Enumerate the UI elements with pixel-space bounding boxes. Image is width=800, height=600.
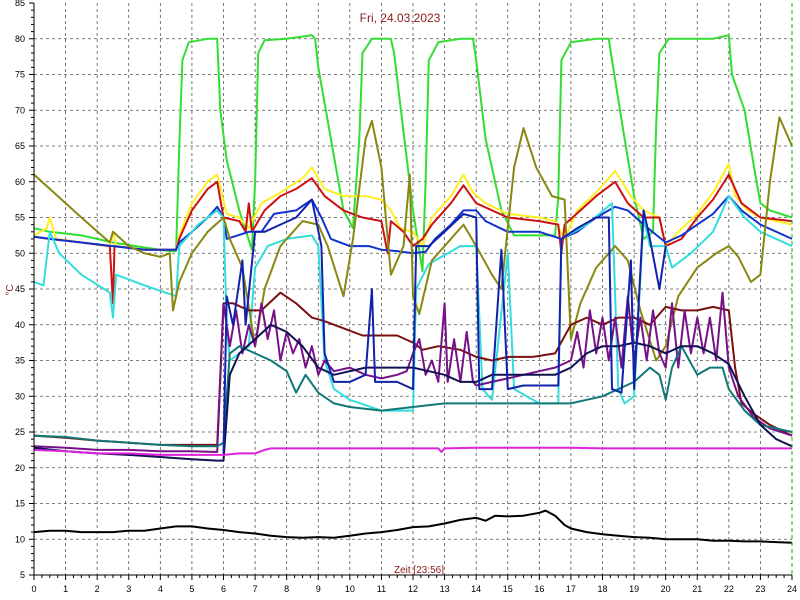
grid [34,3,792,575]
chart-title: Fri, 24.03.2023 [360,11,441,25]
x-tick-label-19: 19 [629,584,639,594]
y-tick-label-6: 35 [15,356,25,366]
x-tick-label-20: 20 [661,584,671,594]
y-tick-label-10: 55 [15,213,25,223]
x-tick-label-22: 22 [724,584,734,594]
x-tick-label-4: 4 [158,584,163,594]
x-axis-label: Zeit [23:56] [394,565,444,576]
x-tick-label-5: 5 [189,584,194,594]
x-tick-label-9: 9 [316,584,321,594]
series-line-4 [33,195,793,412]
series-line-8 [33,345,793,448]
y-tick-label-8: 45 [15,284,25,294]
x-tick-label-18: 18 [597,584,607,594]
x-tick-label-3: 3 [126,584,131,594]
y-tick-label-0: 5 [20,570,25,580]
series-layer [33,34,793,544]
x-tick-label-21: 21 [692,584,702,594]
y-tick-label-3: 20 [15,463,25,473]
x-tick-label-16: 16 [534,584,544,594]
y-tick-label-15: 80 [15,34,25,44]
x-tick-label-0: 0 [31,584,36,594]
series-line-2 [33,173,793,305]
y-tick-label-4: 25 [15,427,25,437]
x-tick-label-12: 12 [408,584,418,594]
y-tick-label-11: 60 [15,177,25,187]
x-tick-label-24: 24 [787,584,797,594]
y-axis-label: °C [5,284,16,295]
x-tick-label-1: 1 [63,584,68,594]
x-tick-label-23: 23 [755,584,765,594]
x-tick-label-17: 17 [566,584,576,594]
series-line-11 [33,446,792,456]
y-tick-label-13: 70 [15,105,25,115]
series-line-9 [33,323,793,462]
x-tick-label-6: 6 [221,584,226,594]
x-tick-label-15: 15 [503,584,513,594]
y-tick-label-2: 15 [15,499,25,509]
y-tick-label-14: 75 [15,70,25,80]
x-tick-label-10: 10 [345,584,355,594]
x-tick-label-7: 7 [253,584,258,594]
x-tick-label-14: 14 [471,584,481,594]
y-tick-label-5: 30 [15,391,25,401]
series-line-5 [33,116,793,362]
y-tick-label-16: 85 [15,0,25,8]
series-line-6 [33,291,793,446]
series-line-10 [222,198,667,454]
series-line-12 [33,509,793,544]
x-tick-label-8: 8 [284,584,289,594]
y-tick-label-1: 10 [15,534,25,544]
y-tick-label-7: 40 [15,320,25,330]
x-tick-label-11: 11 [377,584,386,594]
x-tick-label-13: 13 [440,584,450,594]
y-tick-label-12: 65 [15,141,25,151]
y-tick-label-9: 50 [15,248,25,258]
x-tick-label-2: 2 [95,584,100,594]
axes: 0 1 2 3 4 5 6 7 8 9 10 11 12 13 14 15 16 17 18 19 20 21 22 23 24… [15,0,797,594]
